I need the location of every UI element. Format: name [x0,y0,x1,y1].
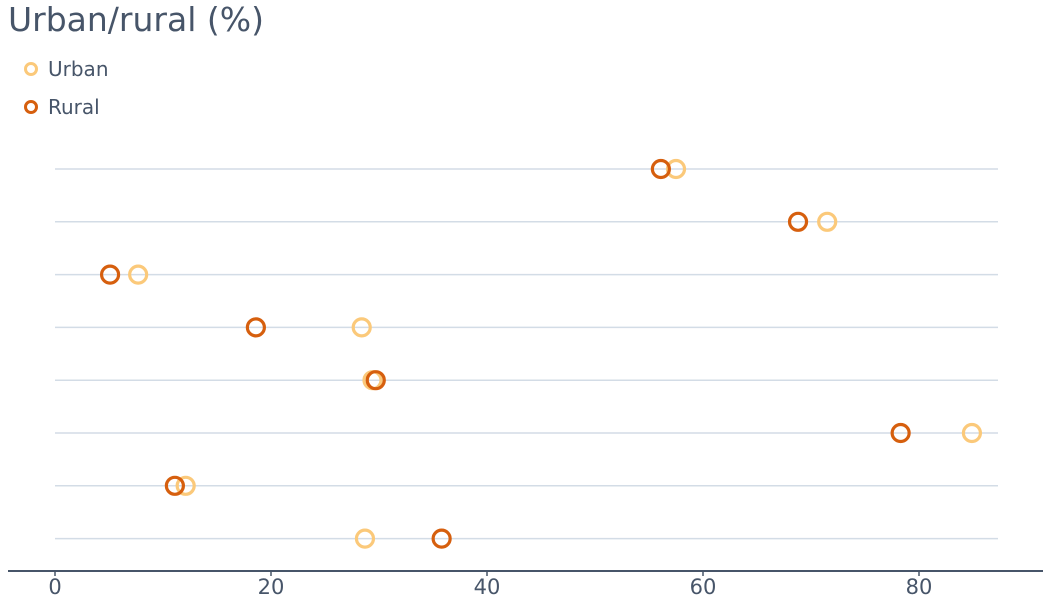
point-urban-row-2 [817,211,838,232]
point-urban-row-4 [351,317,372,338]
legend-item-urban[interactable]: Urban [24,50,109,88]
x-tick-label-60: 60 [690,575,717,599]
point-urban-row-7 [175,475,196,496]
legend-item-rural[interactable]: Rural [24,88,109,126]
point-rural-row-8 [431,528,452,549]
point-rural-row-1 [650,158,671,180]
point-rural-row-4 [245,317,266,338]
x-tick-label-40: 40 [474,575,501,599]
point-rural-row-3 [99,264,121,285]
point-urban-row-8 [354,528,376,549]
legend-label-rural: Rural [48,95,100,119]
legend-marker-urban [24,62,38,76]
chart-title: Urban/rural (%) [8,0,264,39]
point-urban-row-1 [665,158,687,180]
legend-marker-rural [24,100,38,114]
point-rural-row-6 [890,422,911,444]
point-rural-row-2 [787,211,809,232]
point-rural-row-5 [365,370,386,391]
point-urban-row-3 [128,264,149,285]
legend: Urban Rural [24,50,109,126]
point-rural-row-7 [164,475,185,496]
legend-label-urban: Urban [48,57,109,81]
x-tick-label-80: 80 [906,575,933,599]
point-urban-row-6 [961,422,983,444]
x-tick-label-0: 0 [48,575,61,599]
x-tick-label-20: 20 [258,575,285,599]
